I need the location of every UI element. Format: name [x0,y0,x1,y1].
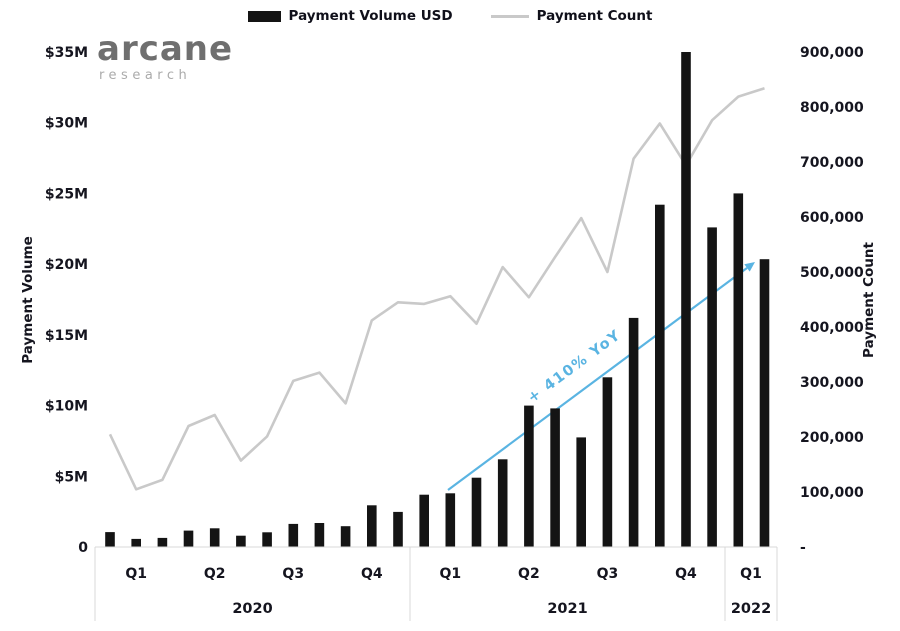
left-axis-tick-label: $15M [45,328,88,344]
volume-bar-swatch-icon [247,10,281,22]
volume-bar [393,511,403,547]
right-axis-tick-label: - [800,540,806,556]
volume-bar [655,204,665,547]
volume-bar [681,52,691,547]
count-line-swatch-icon [490,14,529,18]
volume-bar [236,535,246,547]
payment-count-line-group [108,87,765,491]
volume-bar [445,493,456,547]
volume-bar [602,377,613,547]
volume-bar [105,532,115,547]
volume-bar [759,259,770,547]
right-axis-tick-label: 700,000 [800,155,864,171]
tick-labels-group: $35M $30M $25M $20M $15M $10M $5M 0 900,000 800,0… [45,45,864,617]
quarter-label: Q2 [204,566,226,582]
quarter-label: Q4 [361,566,383,582]
volume-bar [157,537,168,547]
volume-bar [524,405,534,547]
left-axis-tick-label: $5M [55,469,88,485]
year-label: 2022 [731,601,771,617]
right-axis-tick-label: 900,000 [800,45,864,61]
quarter-label: Q3 [282,566,304,582]
right-axis-tick-label: 600,000 [800,210,864,226]
volume-bar [628,317,639,547]
right-axis-tick-label: 300,000 [800,375,864,391]
chart-legend: Payment Volume USD Payment Count [0,8,900,24]
arcane-research-logo: arcane research [97,32,233,82]
volume-bar [707,227,717,547]
left-axis-tick-label: $25M [45,186,88,202]
quarter-label: Q3 [597,566,619,582]
volume-bar [340,526,351,547]
volume-bar [419,494,429,547]
volume-bar [183,530,194,547]
right-axis-tick-label: 400,000 [800,320,864,336]
volume-bar [131,538,141,547]
right-axis-tick-label: 800,000 [800,100,864,116]
axes-group [94,546,778,621]
volume-bar [471,477,482,547]
right-axis-tick-label: 500,000 [800,265,864,281]
left-axis-tick-label: $35M [45,45,88,61]
volume-bar [550,408,560,547]
quarter-label: Q4 [675,566,697,582]
volume-bar [209,528,220,547]
yoy-arrow-head-icon [744,262,755,272]
payment-volume-bars-group [105,52,770,547]
logo-brand-text: arcane [97,29,234,69]
legend-volume-label: Payment Volume USD [288,8,453,24]
left-axis-tick-label: 0 [78,540,88,556]
left-axis-tick-label: $10M [45,399,88,415]
quarter-label: Q1 [125,566,147,582]
volume-bar [576,437,586,547]
volume-bar [262,532,272,547]
quarter-label: Q1 [740,566,762,582]
legend-item-volume: Payment Volume USD [247,8,453,24]
legend-count-label: Payment Count [536,8,653,24]
logo-sub-text: research [99,68,192,83]
legend-item-count: Payment Count [490,8,653,24]
right-axis-tick-label: 100,000 [800,485,864,501]
volume-bar [314,523,325,547]
quarter-label: Q1 [440,566,462,582]
left-axis-tick-label: $20M [45,257,88,273]
volume-bar [733,193,744,547]
volume-bar [367,505,377,547]
year-label: 2020 [232,601,272,617]
volume-bar [288,523,299,547]
quarter-label: Q2 [518,566,540,582]
yoy-arrow-shaft [447,267,748,491]
volume-bar [497,459,508,547]
right-axis-tick-label: 200,000 [800,430,864,446]
year-label: 2021 [547,601,587,617]
payment-count-line [108,87,765,491]
left-axis-tick-label: $30M [45,116,88,132]
